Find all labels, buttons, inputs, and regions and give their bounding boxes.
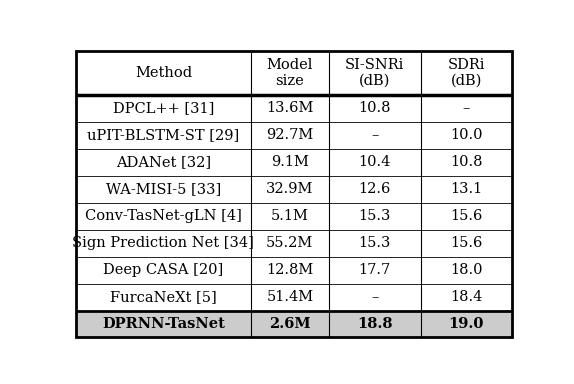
Text: 15.3: 15.3 — [359, 237, 391, 250]
Text: SDRi
(dB): SDRi (dB) — [448, 58, 485, 88]
Text: Deep CASA [20]: Deep CASA [20] — [103, 263, 223, 278]
Text: uPIT-BLSTM-ST [29]: uPIT-BLSTM-ST [29] — [87, 129, 239, 142]
Text: 10.0: 10.0 — [450, 129, 483, 142]
Text: 10.8: 10.8 — [450, 156, 483, 169]
Text: DPCL++ [31]: DPCL++ [31] — [113, 101, 214, 116]
Text: –: – — [371, 290, 378, 305]
Text: 5.1M: 5.1M — [271, 209, 309, 223]
Text: FurcaNeXt [5]: FurcaNeXt [5] — [110, 290, 217, 305]
Text: 18.8: 18.8 — [357, 317, 393, 331]
Text: 15.6: 15.6 — [450, 237, 483, 250]
Text: 19.0: 19.0 — [449, 317, 484, 331]
Text: 13.1: 13.1 — [450, 182, 483, 197]
Text: 12.8M: 12.8M — [266, 263, 313, 278]
Text: 12.6: 12.6 — [359, 182, 391, 197]
Text: Model
size: Model size — [267, 58, 313, 88]
Text: 17.7: 17.7 — [359, 263, 391, 278]
Text: 51.4M: 51.4M — [266, 290, 313, 305]
Text: 15.6: 15.6 — [450, 209, 483, 223]
Text: 9.1M: 9.1M — [271, 156, 309, 169]
Text: –: – — [371, 129, 378, 142]
Text: Conv-TasNet-gLN [4]: Conv-TasNet-gLN [4] — [85, 209, 242, 223]
Text: 55.2M: 55.2M — [266, 237, 313, 250]
Text: 92.7M: 92.7M — [266, 129, 313, 142]
Text: SI-SNRi
(dB): SI-SNRi (dB) — [345, 58, 405, 88]
Text: 18.0: 18.0 — [450, 263, 483, 278]
Text: DPRNN-TasNet: DPRNN-TasNet — [102, 317, 225, 331]
Text: Sign Prediction Net [34]: Sign Prediction Net [34] — [72, 237, 254, 250]
Text: WA-MISI-5 [33]: WA-MISI-5 [33] — [106, 182, 221, 197]
Text: Method: Method — [135, 66, 192, 80]
Bar — [76, 311, 512, 337]
Text: 10.8: 10.8 — [359, 101, 391, 116]
Text: 13.6M: 13.6M — [266, 101, 313, 116]
Text: 2.6M: 2.6M — [269, 317, 311, 331]
Text: 32.9M: 32.9M — [266, 182, 313, 197]
Text: 15.3: 15.3 — [359, 209, 391, 223]
Text: –: – — [463, 101, 470, 116]
Text: 10.4: 10.4 — [359, 156, 391, 169]
Text: ADANet [32]: ADANet [32] — [116, 156, 211, 169]
Text: 18.4: 18.4 — [450, 290, 483, 305]
